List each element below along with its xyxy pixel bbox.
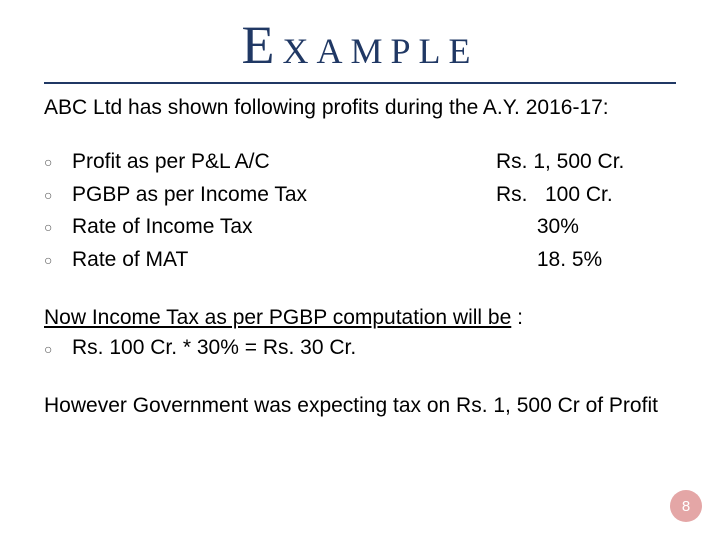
title-underline: [44, 82, 676, 84]
heading-underlined: Now Income Tax as per PGBP computation w…: [44, 306, 511, 329]
title-rest: XAMPLE: [282, 31, 478, 71]
list-item: ○ PGBP as per Income Tax Rs. 100 Cr.: [44, 179, 676, 212]
computation-heading: Now Income Tax as per PGBP computation w…: [44, 306, 676, 330]
title-cap: E: [241, 15, 282, 75]
footer-text: However Government was expecting tax on …: [44, 391, 676, 421]
item-value: 18. 5%: [496, 244, 676, 277]
item-label: PGBP as per Income Tax: [72, 179, 496, 212]
list-item: ○ Profit as per P&L A/C Rs. 1, 500 Cr.: [44, 146, 676, 179]
bullet-icon: ○: [44, 152, 72, 174]
bullet-icon: ○: [44, 185, 72, 207]
heading-tail: :: [511, 306, 523, 329]
list-item: ○ Rate of Income Tax 30%: [44, 211, 676, 244]
list-item: ○ Rate of MAT 18. 5%: [44, 244, 676, 277]
calc-text: Rs. 100 Cr. * 30% = Rs. 30 Cr.: [72, 332, 356, 365]
list-item: ○ Rs. 100 Cr. * 30% = Rs. 30 Cr.: [44, 332, 676, 365]
page-number-badge: 8: [670, 490, 702, 522]
bullet-icon: ○: [44, 339, 72, 361]
item-label: Profit as per P&L A/C: [72, 146, 496, 179]
item-value: Rs. 100 Cr.: [496, 179, 676, 212]
slide-title: EXAMPLE: [44, 14, 676, 76]
profit-list: ○ Profit as per P&L A/C Rs. 1, 500 Cr. ○…: [44, 146, 676, 276]
page-number: 8: [682, 498, 690, 515]
item-label: Rate of MAT: [72, 244, 496, 277]
item-label: Rate of Income Tax: [72, 211, 496, 244]
bullet-icon: ○: [44, 217, 72, 239]
item-value: Rs. 1, 500 Cr.: [496, 146, 676, 179]
item-value: 30%: [496, 211, 676, 244]
intro-text: ABC Ltd has shown following profits duri…: [44, 96, 676, 120]
bullet-icon: ○: [44, 250, 72, 272]
calc-list: ○ Rs. 100 Cr. * 30% = Rs. 30 Cr.: [44, 332, 676, 365]
